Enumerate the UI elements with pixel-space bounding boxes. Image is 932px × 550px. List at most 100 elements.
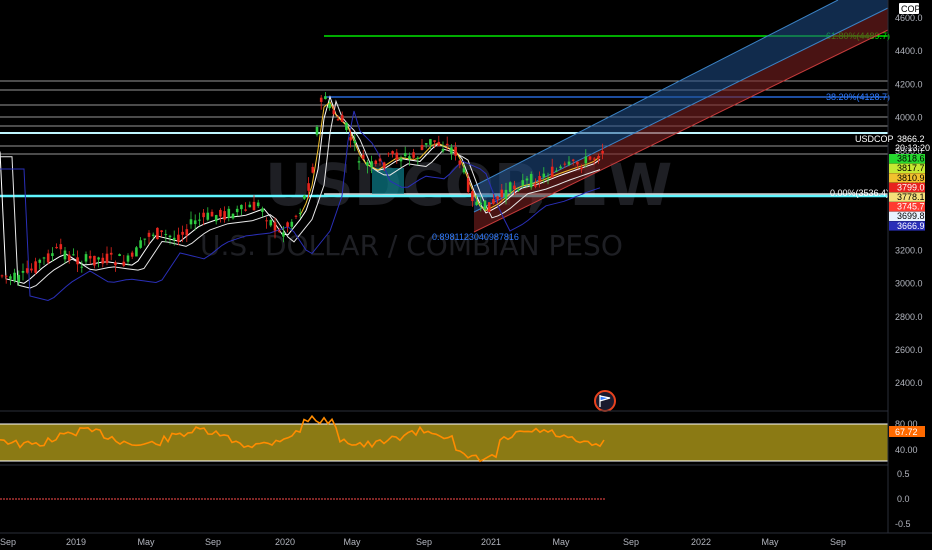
watermark-name: U.S. DOLLAR / COMBIAN PESO [200, 229, 623, 262]
rsi-line[interactable] [0, 414, 605, 463]
fib-ratio-label: 0.8981123040987816 [432, 232, 519, 242]
time-label: Sep [623, 537, 639, 547]
moving-average-line [299, 101, 601, 217]
candle-body [122, 261, 126, 266]
candle-body [403, 153, 407, 157]
level-tag-text: 3778.1 [897, 192, 925, 202]
candle-body [240, 204, 243, 210]
candle-body [143, 238, 147, 240]
candle-body [429, 139, 432, 145]
candle-body [244, 209, 247, 211]
candle-body [340, 115, 344, 123]
level-tag-bg [889, 154, 925, 164]
candle-body [517, 189, 520, 191]
candle-body [311, 166, 315, 173]
symbol-badge[interactable] [899, 3, 919, 14]
fib-label-0: 0.00%(3536.4) [830, 188, 889, 198]
candle-body [559, 166, 562, 169]
time-label: 2021 [481, 537, 501, 547]
candle-body [265, 220, 268, 222]
candle-body [298, 212, 302, 214]
candle-body [584, 156, 588, 164]
candle-body [424, 143, 428, 145]
time-label: 2020 [275, 537, 295, 547]
candle-body [601, 150, 604, 154]
candle-body [151, 234, 155, 236]
candle-body [307, 183, 310, 191]
last-price-value: 3866.2 [897, 134, 925, 144]
level-tag-bg [889, 173, 925, 183]
candle-body [580, 167, 583, 170]
rsi-tick-40: 40.00 [895, 445, 918, 455]
candle-body [193, 220, 197, 225]
candle-body [412, 152, 415, 158]
candle-body [273, 222, 277, 231]
candle-body [210, 211, 214, 217]
candle-body [282, 232, 285, 237]
candle-body [357, 161, 361, 163]
candle-body [471, 191, 474, 202]
candle-body [277, 230, 281, 232]
candle-body [408, 156, 411, 159]
candle-body [420, 145, 424, 150]
candle-body [534, 184, 537, 187]
flag-icon[interactable] [594, 390, 616, 412]
candle-body [105, 253, 109, 264]
time-label: Sep [416, 537, 432, 547]
candle-body [571, 159, 575, 161]
candle-body [126, 255, 130, 262]
candle-body [487, 202, 491, 213]
candle-body [177, 234, 180, 242]
candle-body [25, 268, 29, 273]
candle-body [51, 253, 54, 257]
candle-body [576, 161, 579, 165]
horizontal-lines[interactable] [0, 80, 888, 155]
time-label: May [552, 537, 570, 547]
candle-body [529, 173, 533, 188]
candle-body [76, 257, 79, 265]
candle-body [538, 175, 541, 182]
candle-body [248, 204, 252, 208]
teal-box[interactable] [372, 168, 404, 194]
candle-body [466, 178, 470, 192]
candle-body [9, 276, 12, 279]
candle-body [370, 161, 373, 168]
candle-body [172, 237, 176, 241]
candle-body [332, 110, 336, 115]
time-label: May [343, 537, 361, 547]
price-tick: 2600.0 [895, 345, 923, 355]
candle-body [513, 185, 516, 190]
candle-body [550, 166, 554, 178]
candle-body [101, 257, 105, 264]
rsi-tick-80: 80.00 [895, 419, 918, 429]
moving-average-line [0, 110, 601, 302]
price-tick: 3200.0 [895, 245, 923, 255]
candle-body [231, 213, 235, 219]
candle-body [374, 160, 378, 164]
regression-channel[interactable] [473, 0, 889, 233]
candle-body [118, 254, 121, 256]
candle-body [63, 250, 67, 260]
candle-body [147, 232, 151, 237]
candle-body [546, 178, 550, 180]
candle-body [416, 157, 420, 159]
candle-body [336, 119, 340, 121]
candle-body [156, 227, 159, 240]
level-tag-bg [889, 192, 925, 202]
candle-body [504, 189, 508, 199]
level-tag-text: 3818.6 [897, 154, 925, 164]
candle-body [500, 189, 504, 198]
time-axis[interactable]: Sep 2019 May Sep 2020 May Sep 2021 May Sep 2022 May… [0, 537, 846, 547]
level-tag-text: 3799.0 [897, 182, 925, 192]
candle-body [0, 275, 4, 277]
price-tick: 4200.0 [895, 79, 923, 89]
rsi-value-tag [889, 426, 925, 437]
candle-body [181, 231, 184, 235]
time-label: 2022 [691, 537, 711, 547]
candle-body [256, 202, 260, 207]
price-tick: 2800.0 [895, 312, 923, 322]
candlesticks[interactable] [0, 91, 604, 287]
candle-body [114, 262, 117, 266]
candle-body [353, 140, 357, 144]
